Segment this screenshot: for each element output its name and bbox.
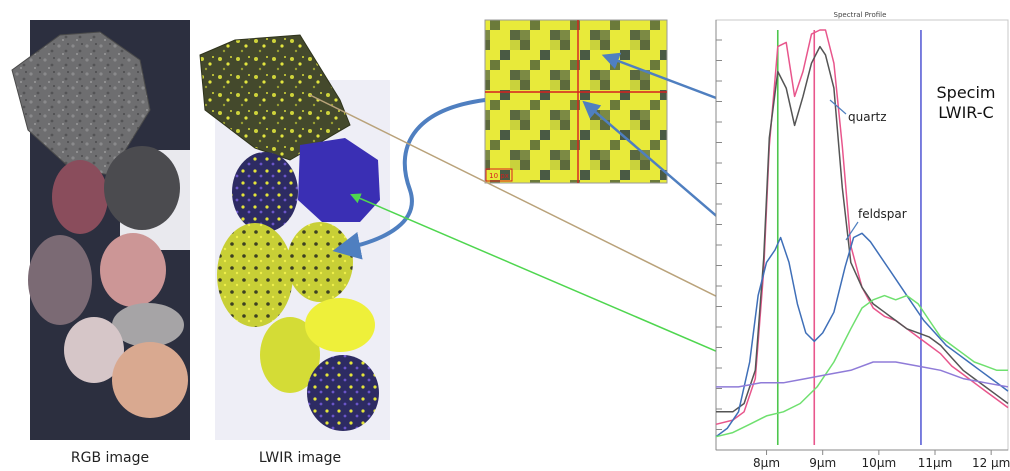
zoom-inset: 10 px bbox=[484, 19, 668, 184]
lwir-caption: LWIR image bbox=[259, 450, 341, 466]
chart-series-line-4 bbox=[715, 294, 1008, 438]
lwir-rock-bright-yellow bbox=[305, 298, 375, 352]
rgb-rock-large-gray bbox=[11, 31, 151, 176]
lwir-rock-purple-speckled bbox=[232, 152, 298, 232]
spectral-profile-chart: Spectral Profile 8µm 9µm 10µm 11µm 12 µm Spe… bbox=[715, 11, 1010, 470]
rgb-image-panel: RGB image bbox=[11, 20, 190, 466]
rgb-rock-peach bbox=[112, 342, 188, 418]
chart-series-line-3 bbox=[715, 232, 1009, 438]
lwir-rock-yellow-center bbox=[287, 222, 353, 302]
rgb-rock-light bbox=[64, 317, 124, 383]
chart-series-line-2 bbox=[716, 45, 1009, 413]
brand-line-2: LWIR-C bbox=[938, 103, 993, 122]
green-connector-arrow bbox=[350, 193, 789, 383]
chart-x-ticks: 8µm 9µm 10µm 11µm 12 µm bbox=[753, 450, 1010, 470]
lwir-image-panel: LWIR image bbox=[199, 34, 390, 466]
lwir-rock-large bbox=[199, 34, 351, 161]
chart-series-line-5 bbox=[716, 361, 1009, 388]
chart-x-tick-label: 10µm bbox=[862, 456, 897, 470]
quartz-label: quartz bbox=[848, 110, 887, 124]
lwir-rock-purple-bottom bbox=[307, 355, 379, 431]
rgb-rock-mauve bbox=[28, 235, 92, 325]
chart-vertical-markers bbox=[776, 30, 922, 445]
chart-x-tick-label: 8µm bbox=[753, 456, 780, 470]
rgb-rock-pink bbox=[100, 233, 166, 307]
chart-y-tick-marks bbox=[716, 39, 722, 451]
rgb-rock-dark bbox=[104, 146, 180, 230]
zoom-source-arrow bbox=[332, 98, 486, 260]
rgb-caption: RGB image bbox=[71, 450, 149, 466]
chart-x-tick-label: 9µm bbox=[809, 456, 836, 470]
rgb-rock-gray-small bbox=[112, 303, 184, 347]
chart-series bbox=[715, 29, 1009, 438]
feldspar-leader bbox=[845, 221, 859, 241]
brand-line-1: Specim bbox=[937, 83, 996, 102]
zoom-scale-label: 10 px bbox=[489, 172, 509, 180]
lwir-rock-yellow-left bbox=[217, 223, 293, 327]
rgb-rock-red bbox=[52, 160, 108, 234]
feldspar-label: feldspar bbox=[858, 207, 907, 221]
zoom-scale-box bbox=[485, 168, 513, 182]
chart-x-tick-label: 11µm bbox=[918, 456, 953, 470]
zoom-inset-image bbox=[484, 19, 668, 184]
chart-title: Spectral Profile bbox=[834, 11, 887, 19]
chart-x-tick-label: 12 µm bbox=[972, 456, 1010, 470]
quartz-leader bbox=[829, 99, 847, 115]
lwir-rock-yellow-bottom bbox=[260, 317, 320, 393]
